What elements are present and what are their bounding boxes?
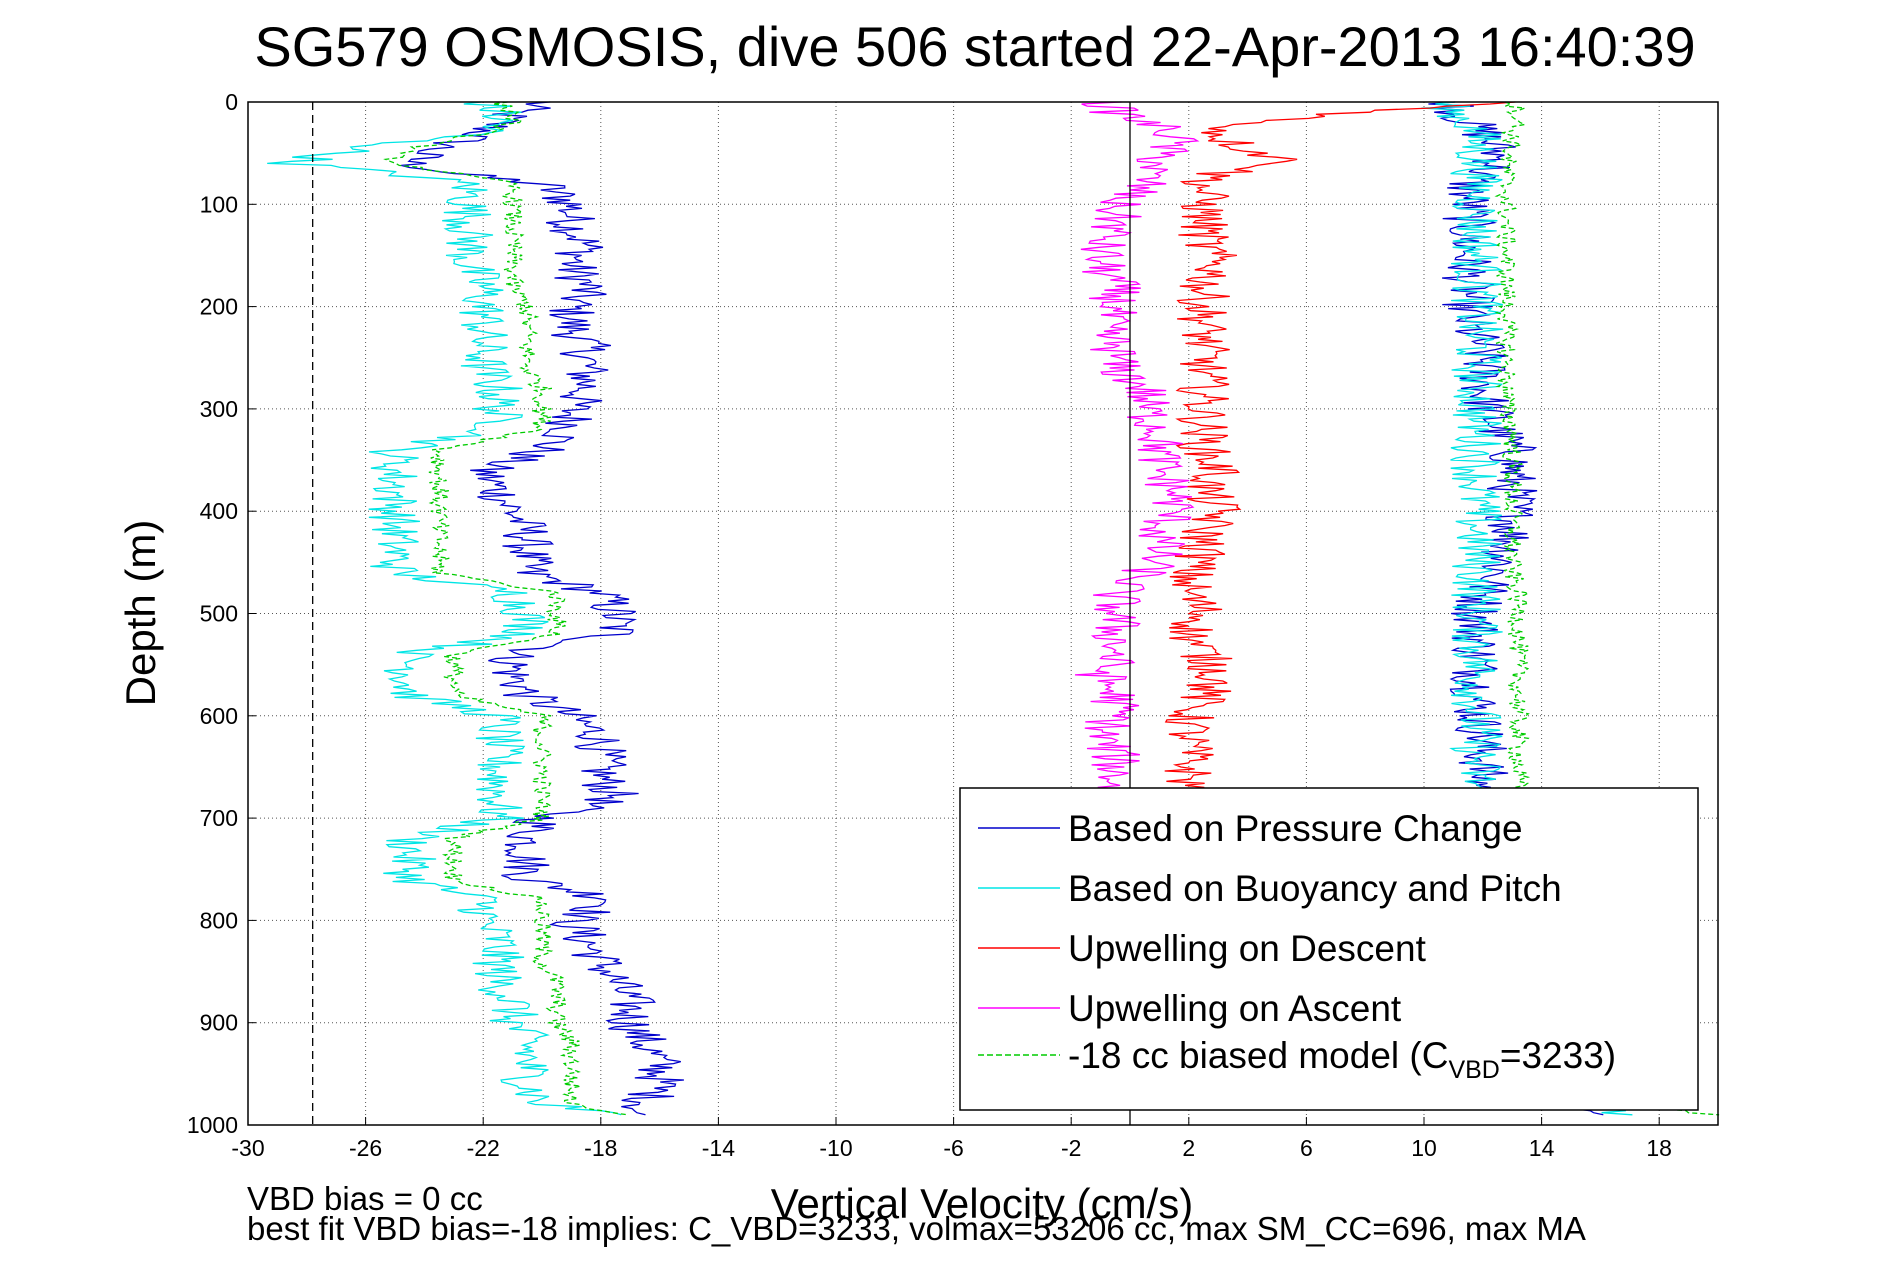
x-tick-label: -22: [467, 1135, 500, 1161]
footer-vbd-bias: VBD bias = 0 cc: [247, 1180, 483, 1217]
legend-box: [959, 787, 1699, 1111]
series-line-2: [1162, 101, 1516, 819]
y-tick-label: 1000: [187, 1112, 238, 1138]
legend-label: Upwelling on Ascent: [1068, 988, 1402, 1029]
series-line-0: [401, 101, 684, 1116]
series-line-1: [267, 101, 622, 1116]
y-tick-label: 200: [200, 294, 238, 320]
x-tick-label: -2: [1061, 1135, 1081, 1161]
legend: Based on Pressure Change Based on Buoyanc…: [959, 787, 1699, 1111]
x-tick-label: -6: [943, 1135, 963, 1161]
chart-title: SG579 OSMOSIS, dive 506 started 22-Apr-2…: [254, 15, 1695, 78]
x-tick-label: 6: [1300, 1135, 1313, 1161]
x-tick-label: -10: [819, 1135, 852, 1161]
y-tick-label: 700: [200, 805, 238, 831]
x-tick-label: 18: [1646, 1135, 1672, 1161]
y-tick-label: 500: [200, 601, 238, 627]
series-line-3: [1074, 101, 1200, 819]
y-tick-label: 300: [200, 396, 238, 422]
y-tick-label: 0: [225, 89, 238, 115]
y-axis-label: Depth (m): [117, 520, 164, 707]
footer-best-fit: best fit VBD bias=-18 implies: C_VBD=323…: [247, 1210, 1586, 1247]
legend-label: Based on Buoyancy and Pitch: [1068, 868, 1562, 909]
y-tick-label: 100: [200, 191, 238, 217]
legend-entries: Based on Pressure Change Based on Buoyanc…: [978, 808, 1616, 1084]
x-tick-labels: -30 -26 -22 -18 -14 -10 -6 -2 2 6 10 14 18: [231, 1117, 1672, 1161]
legend-label: -18 cc biased model (CVBD=3233): [1068, 1035, 1616, 1084]
x-tick-label: 10: [1411, 1135, 1437, 1161]
x-tick-label: 14: [1529, 1135, 1555, 1161]
x-tick-label: -14: [702, 1135, 735, 1161]
series-line-4: [383, 101, 628, 1116]
x-axis-label: Vertical Velocity (cm/s): [771, 1180, 1193, 1227]
x-tick-label: -18: [584, 1135, 617, 1161]
legend-label: Based on Pressure Change: [1068, 808, 1523, 849]
y-tick-labels: 0 100 200 300 400 500 600 700 800 900 1000: [187, 89, 256, 1138]
y-tick-label: 900: [200, 1010, 238, 1036]
x-tick-label: -30: [231, 1135, 264, 1161]
y-tick-label: 800: [200, 907, 238, 933]
x-tick-label: 2: [1182, 1135, 1195, 1161]
x-tick-label: -26: [349, 1135, 382, 1161]
y-tick-label: 600: [200, 703, 238, 729]
y-tick-label: 400: [200, 498, 238, 524]
legend-label: Upwelling on Descent: [1068, 928, 1427, 969]
